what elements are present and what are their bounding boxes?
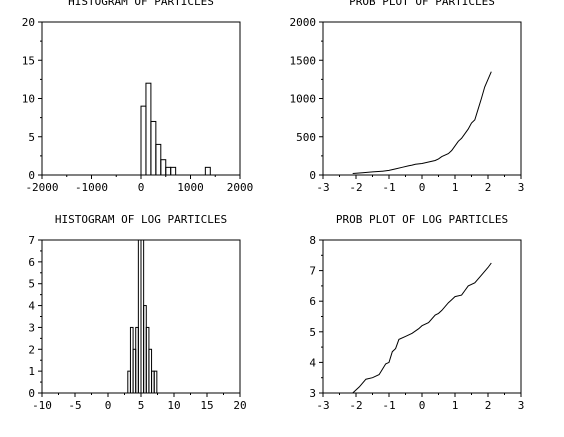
x-tick-label: 5 [138,399,145,412]
y-tick-label: 10 [22,93,35,106]
x-tick-label: -1 [382,181,395,194]
y-tick-label: 5 [28,131,35,144]
x-tick-label: 1000 [177,181,204,194]
x-tick-label: 0 [419,399,426,412]
probability-line [353,72,492,174]
histogram-log-particles-title: HISTOGRAM OF LOG PARTICLES [55,213,227,226]
y-tick-label: 1 [28,365,35,378]
y-tick-label: 7 [28,234,35,247]
y-tick-label: 4 [28,300,35,313]
plot-frame [323,22,521,175]
x-tick-label: 15 [200,399,213,412]
histogram-bar [154,371,157,393]
probability-line [353,263,492,393]
histogram-log-particles-plot: -10 -5 0 5 10 15 20 0 1 2 3 4 5 6 7 [28,234,246,412]
x-tick-label: 3 [518,181,525,194]
y-tick-label: 5 [309,326,316,339]
y-tick-label: 15 [22,54,35,67]
x-tick-label: 2000 [227,181,254,194]
y-tick-label: 3 [28,321,35,334]
y-tick-label: 5 [28,278,35,291]
x-tick-label: -3 [316,399,329,412]
x-tick-label: 0 [419,181,426,194]
y-tick-label: 500 [296,131,316,144]
y-tick-label: 2000 [290,16,317,29]
x-tick-label: 2 [485,399,492,412]
y-tick-label: 0 [28,169,35,182]
histogram-bar [156,144,161,175]
histogram-bar [146,83,151,175]
histogram-particles-panel: HISTOGRAM OF PARTICLES -2000 -1000 0 1000 20… [22,0,254,194]
y-tick-label: 7 [309,265,316,278]
x-tick-label: -2000 [25,181,58,194]
y-tick-label: 3 [309,387,316,400]
y-tick-label: 6 [28,256,35,269]
x-tick-label: -2 [349,399,362,412]
x-tick-label: 10 [167,399,180,412]
x-tick-label: -1 [382,399,395,412]
y-tick-label: 0 [309,169,316,182]
y-tick-label: 0 [28,387,35,400]
x-tick-label: -2 [349,181,362,194]
x-tick-label: -5 [68,399,81,412]
y-tick-label: 4 [309,356,316,369]
x-tick-label: -3 [316,181,329,194]
x-tick-label: 20 [233,399,246,412]
plot-frame [323,240,521,393]
x-tick-label: 0 [105,399,112,412]
histogram-bar [166,167,171,175]
y-tick-label: 2 [28,343,35,356]
x-tick-label: 1 [452,181,459,194]
y-tick-label: 1500 [290,54,317,67]
histogram-particles-title: HISTOGRAM OF PARTICLES [68,0,214,8]
histogram-bar [205,167,210,175]
histogram-bar [161,160,166,175]
x-tick-label: 0 [138,181,145,194]
prob-plot-particles-panel: PROB PLOT OF PARTICLES -3 -2 -1 0 1 2 3 0 500 100… [290,0,525,194]
y-tick-label: 8 [309,234,316,247]
prob-plot-log-particles-title: PROB PLOT OF LOG PARTICLES [336,213,508,226]
prob-plot-log-particles-panel: PROB PLOT OF LOG PARTICLES -3 -2 -1 0 1 2 3 3 4 5… [309,213,524,412]
x-tick-label: 2 [485,181,492,194]
x-tick-label: -10 [32,399,52,412]
prob-plot-particles-title: PROB PLOT OF PARTICLES [349,0,495,8]
prob-plot-particles-plot: -3 -2 -1 0 1 2 3 0 500 1000 1500 2000 [290,16,525,194]
histogram-bar [141,106,146,175]
histogram-bar [151,121,156,175]
x-tick-label: 3 [518,399,525,412]
y-tick-label: 6 [309,295,316,308]
x-tick-label: 1 [452,399,459,412]
y-tick-label: 20 [22,16,35,29]
histogram-particles-plot: -2000 -1000 0 1000 2000 0 5 10 15 20 [22,16,254,194]
histogram-log-particles-panel: HISTOGRAM OF LOG PARTICLES -10 -5 0 5 10 15 20… [28,213,246,412]
histogram-bar [171,167,176,175]
x-tick-label: -1000 [75,181,108,194]
y-tick-label: 1000 [290,93,317,106]
prob-plot-log-particles-plot: -3 -2 -1 0 1 2 3 3 4 5 6 7 8 [309,234,524,412]
